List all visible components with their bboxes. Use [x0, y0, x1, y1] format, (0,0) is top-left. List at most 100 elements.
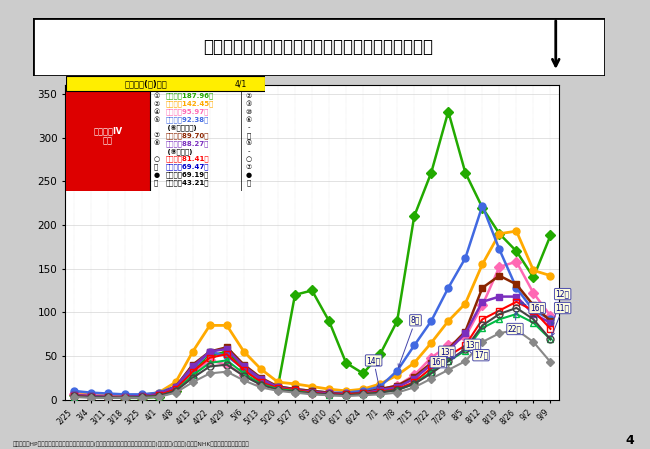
Line: 奈良県: 奈良県	[70, 311, 554, 401]
全　国	[206, 364, 214, 369]
奈良県	[223, 357, 231, 363]
千葉県	[70, 392, 77, 397]
滋賀県	[70, 394, 77, 400]
兵庫県	[445, 348, 452, 353]
京都府	[189, 362, 197, 367]
Text: ●: ●	[246, 172, 252, 178]
全　国	[189, 375, 197, 380]
Bar	[66, 76, 150, 191]
東京都	[206, 349, 214, 354]
奈良県	[121, 395, 129, 401]
奈良市	[325, 392, 333, 397]
滋賀県	[393, 390, 401, 395]
奈良県	[206, 360, 214, 365]
全　国	[291, 389, 299, 395]
兵庫県	[172, 384, 179, 389]
兵庫県	[342, 392, 350, 397]
Text: 奈良市：81.41人: 奈良市：81.41人	[165, 156, 209, 163]
沖縄県	[257, 379, 265, 385]
奈良県	[478, 326, 486, 331]
千葉県	[342, 392, 350, 397]
大阪府	[104, 392, 112, 398]
東京都	[530, 308, 538, 313]
兵庫県	[393, 385, 401, 390]
沖縄県	[376, 352, 384, 357]
滋賀県	[478, 339, 486, 345]
全　国	[274, 387, 282, 393]
奈良県	[240, 371, 248, 376]
大阪府	[121, 393, 129, 399]
奈良県	[257, 381, 265, 387]
滋賀県	[121, 395, 129, 401]
沖縄県	[410, 214, 418, 219]
全　国	[240, 374, 248, 379]
大阪府	[291, 381, 299, 387]
奈良県	[495, 317, 503, 322]
Text: 16位: 16位	[431, 357, 447, 367]
東京都	[240, 366, 248, 372]
東京都	[462, 255, 469, 261]
全　国	[478, 323, 486, 328]
沖縄県	[155, 394, 162, 400]
Text: -: -	[248, 124, 250, 131]
大阪府	[86, 392, 94, 397]
京都府	[206, 349, 214, 354]
兵庫県	[495, 294, 503, 299]
全　国	[325, 392, 333, 397]
兵庫県	[478, 299, 486, 304]
千葉県	[427, 355, 435, 361]
全　国	[70, 393, 77, 399]
沖縄県	[104, 394, 112, 400]
沖縄県	[359, 371, 367, 376]
奈良県	[359, 392, 367, 397]
奈良市	[274, 386, 282, 391]
千葉県	[291, 388, 299, 394]
Text: 4: 4	[625, 434, 634, 447]
大阪府	[189, 349, 197, 354]
兵庫県	[104, 394, 112, 400]
奈良県	[547, 337, 554, 342]
京都府	[172, 384, 179, 389]
京都府	[138, 393, 146, 399]
奈良市	[86, 394, 94, 400]
Text: -: -	[248, 148, 250, 154]
千葉県	[138, 394, 146, 400]
Text: 14位: 14位	[367, 356, 381, 388]
京都府	[155, 392, 162, 397]
大阪府	[393, 373, 401, 378]
奈良県	[291, 388, 299, 394]
東京都	[223, 353, 231, 359]
Line: 奈良市: 奈良市	[70, 298, 554, 401]
Bar	[66, 76, 265, 91]
沖縄県	[342, 360, 350, 365]
全　国	[495, 311, 503, 317]
奈良市	[189, 369, 197, 374]
Text: 直近１週間の人口１０万人当たりの陽性者数の推移: 直近１週間の人口１０万人当たりの陽性者数の推移	[203, 38, 434, 56]
滋賀県	[359, 392, 367, 398]
兵庫県	[274, 385, 282, 390]
奈良県	[393, 387, 401, 393]
沖縄県	[291, 292, 299, 298]
千葉県	[223, 362, 231, 367]
Text: 12位: 12位	[551, 290, 569, 325]
Text: 4/1: 4/1	[235, 79, 247, 88]
Text: ●: ●	[153, 172, 160, 178]
Text: ⑦: ⑦	[246, 164, 252, 170]
東京都	[478, 203, 486, 208]
Text: ⑮: ⑮	[246, 132, 251, 139]
Text: 大阪府：142.45人: 大阪府：142.45人	[165, 101, 214, 107]
千葉県	[478, 303, 486, 308]
兵庫県	[359, 391, 367, 396]
奈良県	[445, 358, 452, 364]
滋賀県	[257, 385, 265, 390]
滋賀県	[445, 367, 452, 373]
京都府	[512, 282, 520, 287]
奈良市	[547, 326, 554, 331]
奈良市	[104, 394, 112, 400]
Text: 東京都：92.38人: 東京都：92.38人	[165, 116, 209, 123]
大阪府	[445, 318, 452, 324]
Text: ②: ②	[153, 101, 160, 107]
大阪府	[138, 392, 146, 398]
滋賀県	[462, 358, 469, 364]
奈良市	[410, 379, 418, 385]
